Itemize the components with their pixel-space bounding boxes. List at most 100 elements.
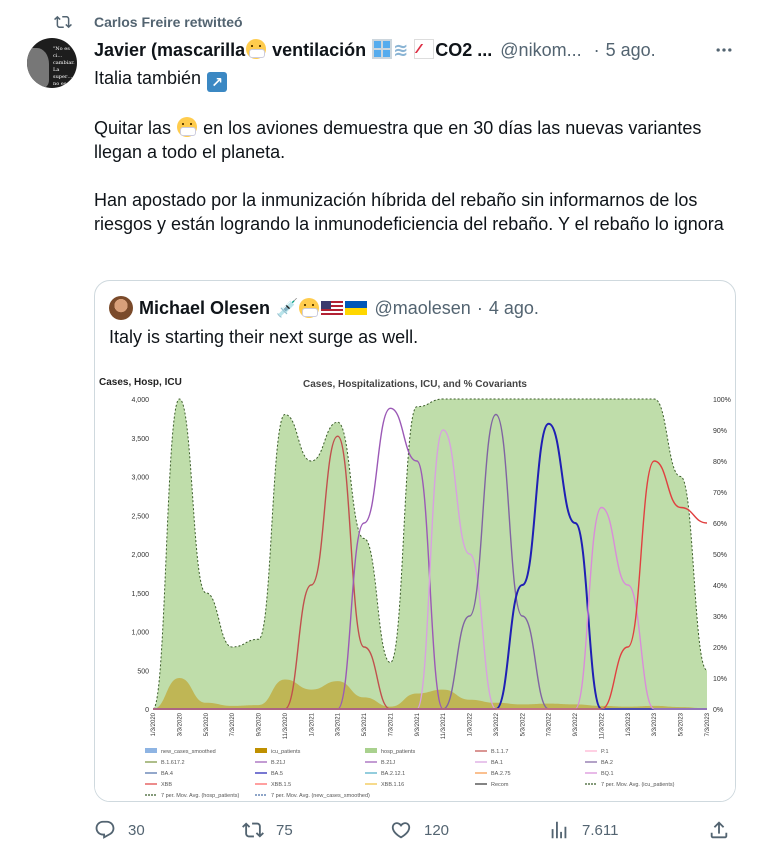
more-options-icon[interactable] [712, 38, 736, 62]
x-tick-label: 3/3/2023 [652, 712, 658, 736]
tweet-timestamp[interactable]: 5 ago. [605, 39, 656, 60]
author-avatar[interactable]: "No es ci… cambiar. La super… no es obl…… [27, 38, 77, 88]
y2-tick-label: 20% [713, 645, 727, 652]
legend-label: 7 per. Mov. Avg. (new_cases_smoothed) [271, 793, 370, 799]
y-tick-label: 3,500 [131, 436, 149, 443]
retweet-count: 75 [276, 821, 293, 839]
author-handle[interactable]: @nikom... [500, 39, 582, 60]
y2-tick-label: 100% [713, 397, 731, 404]
legend-label: new_cases_smoothed [161, 749, 216, 755]
series-hosp-moving-avg [152, 398, 708, 710]
retweet-icon [242, 822, 264, 838]
y2-tick-label: 40% [713, 583, 727, 590]
x-tick-label: 5/3/2022 [520, 712, 526, 736]
x-tick-label: 1/3/2021 [309, 712, 315, 736]
x-tick-label: 5/3/2021 [362, 712, 368, 736]
quoted-tweet[interactable]: Michael Olesen 💉 @maolesen · 4 ago. Ital… [94, 280, 736, 802]
retweet-icon [54, 15, 72, 29]
mask-emoji-icon [177, 117, 198, 137]
y2-tick-label: 0% [713, 707, 723, 714]
chart-image[interactable]: Cases, Hosp, ICU Cases, Hospitalizations,… [95, 373, 735, 801]
quoted-author-handle: @maolesen [374, 297, 471, 318]
x-tick-label: 3/3/2021 [336, 712, 342, 736]
legend-label: XBB.1.16 [381, 782, 404, 788]
arrow-up-right-emoji-icon: ↗ [207, 72, 228, 92]
x-tick-label: 7/3/2022 [547, 712, 553, 736]
syringe-emoji-icon: 💉 [276, 297, 299, 318]
retweet-button[interactable]: 75 [242, 816, 293, 844]
quoted-author-name: Michael Olesen [139, 297, 271, 318]
us-flag-icon [321, 301, 344, 315]
x-tick-label: 9/3/2022 [573, 712, 579, 736]
legend-label: hosp_patients [381, 749, 415, 755]
quoted-timestamp: 4 ago. [488, 297, 539, 318]
wind-emoji-icon: ≋ [393, 40, 409, 60]
share-button[interactable] [708, 816, 742, 844]
legend-label: BA.5 [271, 771, 283, 777]
x-tick-label: 9/3/2020 [257, 712, 263, 736]
legend-label: icu_patients [271, 749, 301, 755]
x-tick-label: 3/3/2022 [494, 712, 500, 736]
legend-label: P.1 [601, 749, 609, 755]
y2-tick-label: 90% [713, 428, 727, 435]
action-bar: 30 75 120 7.611 [94, 816, 740, 844]
analytics-icon [551, 821, 567, 839]
chart-title: Cases, Hospitalizations, ICU, and % Cova… [303, 379, 527, 390]
y-tick-label: 2,500 [131, 513, 149, 520]
legend-label: BA.2 [601, 760, 613, 766]
chart-up-emoji-icon [414, 39, 435, 59]
series-icu-patients-area [153, 678, 707, 709]
x-tick-label: 1/3/2020 [151, 712, 157, 736]
like-button[interactable]: 120 [390, 816, 449, 844]
legend-label: B.21J [381, 760, 395, 766]
tweet-line: Han apostado por la inmunización híbrida… [94, 190, 724, 234]
y-tick-label: 4,000 [131, 397, 149, 404]
legend-label: 7 per. Mov. Avg. (hosp_patients) [161, 793, 240, 799]
legend-label: 7 per. Mov. Avg. (icu_patients) [601, 782, 675, 788]
x-tick-label: 1/3/2022 [468, 712, 474, 736]
legend-label: Recom [491, 782, 509, 788]
x-tick-label: 5/3/2023 [679, 712, 685, 736]
share-icon [710, 821, 728, 839]
quoted-tweet-text: Italy is starting their next surge as we… [109, 327, 419, 347]
y2-tick-label: 50% [713, 552, 727, 559]
y2-tick-label: 70% [713, 490, 727, 497]
legend-label: BA.1 [491, 760, 503, 766]
reply-button[interactable]: 30 [94, 816, 145, 844]
y-tick-label: 500 [137, 668, 149, 675]
legend-label: XBB [161, 782, 172, 788]
legend-label: BQ.1 [601, 771, 614, 777]
x-tick-label: 7/3/2023 [705, 712, 711, 736]
retweet-label: Carlos Freire retwitteó [94, 14, 243, 30]
tweet-header: Javier (mascarilla ventilación ≋ CO2 ...… [94, 39, 656, 60]
x-tick-label: 5/3/2020 [204, 712, 210, 736]
y2-tick-label: 10% [713, 676, 727, 683]
mask-emoji-icon [246, 39, 267, 59]
reply-count: 30 [128, 821, 145, 839]
tweet-line: Italia también [94, 68, 202, 88]
ukraine-flag-icon [345, 301, 368, 315]
y2-tick-label: 60% [713, 521, 727, 528]
views-count: 7.611 [582, 821, 619, 839]
author-name[interactable]: Javier (mascarilla ventilación ≋ CO2 ... [94, 39, 493, 60]
x-tick-label: 9/3/2021 [415, 712, 421, 736]
mask-emoji-icon [299, 298, 320, 318]
x-tick-label: 11/3/2021 [441, 712, 447, 739]
retweet-indicator[interactable]: Carlos Freire retwitteó [54, 12, 243, 32]
heart-icon [391, 822, 411, 839]
like-count: 120 [424, 821, 450, 839]
tweet-line: en los aviones demuestra que en 30 días … [94, 118, 702, 162]
quoted-tweet-header: Michael Olesen 💉 @maolesen · 4 ago. [109, 296, 539, 320]
y-tick-label: 2,000 [131, 552, 149, 559]
y2-tick-label: 30% [713, 614, 727, 621]
reply-icon [95, 820, 115, 839]
quoted-author-avatar [109, 296, 133, 320]
tweet-line: Quitar las [94, 118, 172, 138]
y-tick-label: 0 [145, 707, 149, 714]
legend-label: B.21J [271, 760, 285, 766]
x-tick-label: 3/3/2020 [177, 712, 183, 736]
legend-swatch [255, 748, 267, 753]
x-tick-label: 11/3/2020 [283, 712, 289, 739]
views-button[interactable]: 7.611 [548, 816, 618, 844]
series-hosp-patients-area [153, 399, 707, 709]
